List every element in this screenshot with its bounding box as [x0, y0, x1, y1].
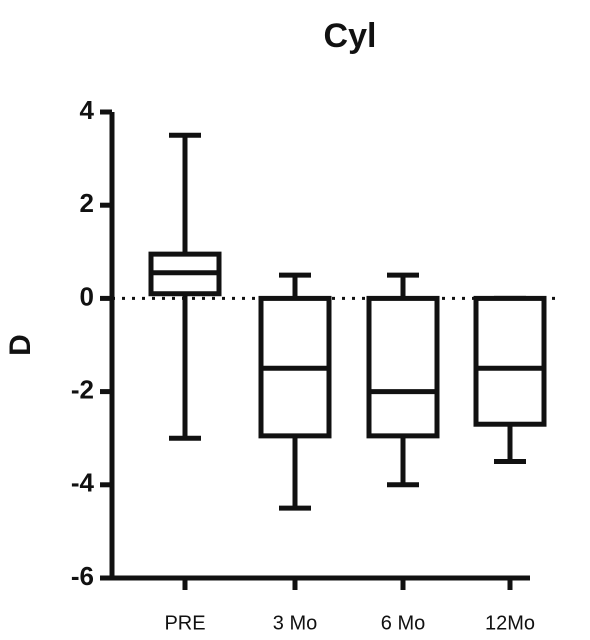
x-tick-label: 12Mo — [485, 612, 535, 634]
box — [473, 295, 547, 427]
y-tick-label: 4 — [80, 95, 95, 125]
box — [366, 295, 440, 439]
y-tick-label: -4 — [71, 468, 95, 498]
y-tick-label: 0 — [80, 281, 94, 311]
x-tick-label: PRE — [164, 612, 205, 634]
y-axis-label: D — [4, 334, 37, 356]
x-tick-label: 3 Mo — [273, 612, 317, 634]
x-tick-label: 6 Mo — [381, 612, 425, 634]
y-tick-label: -6 — [71, 561, 94, 591]
y-tick-label: -2 — [71, 374, 94, 404]
chart-title: Cyl — [324, 17, 377, 55]
y-tick-label: 2 — [80, 188, 94, 218]
